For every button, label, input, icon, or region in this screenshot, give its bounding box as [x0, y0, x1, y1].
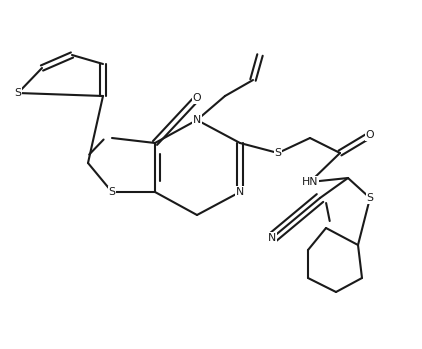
Text: O: O	[366, 130, 374, 140]
Text: S: S	[366, 193, 373, 203]
Text: S: S	[108, 187, 116, 197]
Text: N: N	[193, 115, 201, 125]
Text: HN: HN	[302, 177, 318, 187]
Text: S: S	[14, 88, 22, 98]
Text: N: N	[236, 187, 244, 197]
Text: N: N	[268, 233, 276, 243]
Text: S: S	[274, 148, 281, 158]
Text: O: O	[193, 93, 201, 103]
